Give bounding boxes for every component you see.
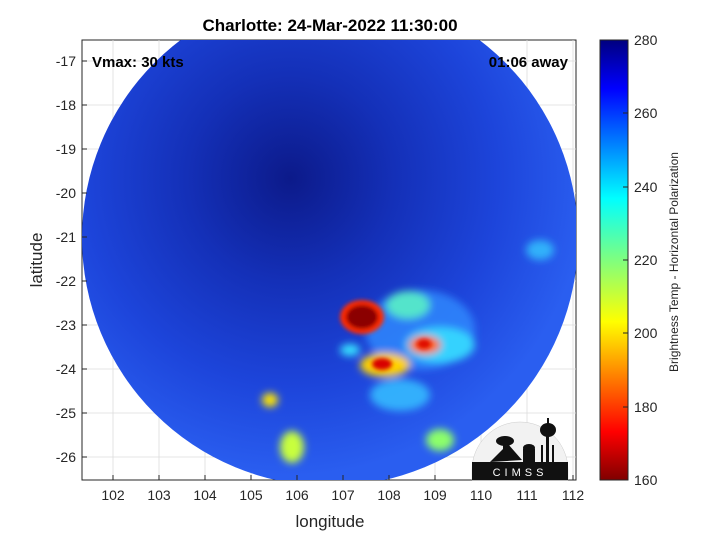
- colorbar-label: Brightness Temp - Horizontal Polarizatio…: [667, 152, 681, 372]
- logo-text: CIMSS: [493, 467, 548, 479]
- colorbar-tick-label: 220: [634, 252, 658, 268]
- colorbar-ticks: [623, 112, 628, 408]
- y-tick-label: -18: [56, 97, 76, 113]
- y-tick-label: -21: [56, 229, 76, 245]
- swath-disk: [82, 40, 576, 480]
- y-tick-label: -26: [56, 449, 76, 465]
- x-tick-label: 109: [423, 487, 447, 503]
- y-tick-label: -24: [56, 361, 76, 377]
- y-tick-label: -20: [56, 185, 76, 201]
- colorbar-tick-label: 260: [634, 105, 658, 121]
- y-tick-label: -23: [56, 317, 76, 333]
- y-axis-label: latitude: [27, 233, 46, 288]
- x-tick-label: 106: [285, 487, 309, 503]
- cold-core: [340, 300, 431, 370]
- x-tick-label: 112: [562, 487, 585, 503]
- time-away-annotation: 01:06 away: [489, 54, 569, 71]
- x-tick-label: 103: [147, 487, 171, 503]
- colorbar-tick-label: 180: [634, 399, 658, 415]
- x-tick-label: 102: [101, 487, 125, 503]
- x-tick-label: 110: [470, 487, 493, 503]
- x-tick-label: 105: [239, 487, 263, 503]
- y-tick-label: -19: [56, 141, 76, 157]
- x-tick-label: 104: [193, 487, 217, 503]
- x-tick-label: 108: [377, 487, 401, 503]
- y-tick-label: -25: [56, 405, 76, 421]
- colorbar-tick-label: 160: [634, 472, 658, 488]
- vmax-annotation: Vmax: 30 kts: [92, 54, 184, 71]
- cimss-logo: CIMSS: [471, 418, 569, 481]
- colorbar-tick-label: 240: [634, 179, 658, 195]
- chart-title: Charlotte: 24-Mar-2022 11:30:00: [202, 16, 457, 35]
- colorbar-tick-label: 280: [634, 32, 658, 48]
- brightness-temp-image: [82, 40, 576, 480]
- y-tick-label: -22: [56, 273, 76, 289]
- colorbar-tick-label: 200: [634, 325, 658, 341]
- y-tick-label: -17: [56, 53, 76, 69]
- x-axis-label: longitude: [295, 512, 364, 531]
- x-tick-label: 111: [516, 487, 537, 503]
- x-tick-label: 107: [331, 487, 355, 503]
